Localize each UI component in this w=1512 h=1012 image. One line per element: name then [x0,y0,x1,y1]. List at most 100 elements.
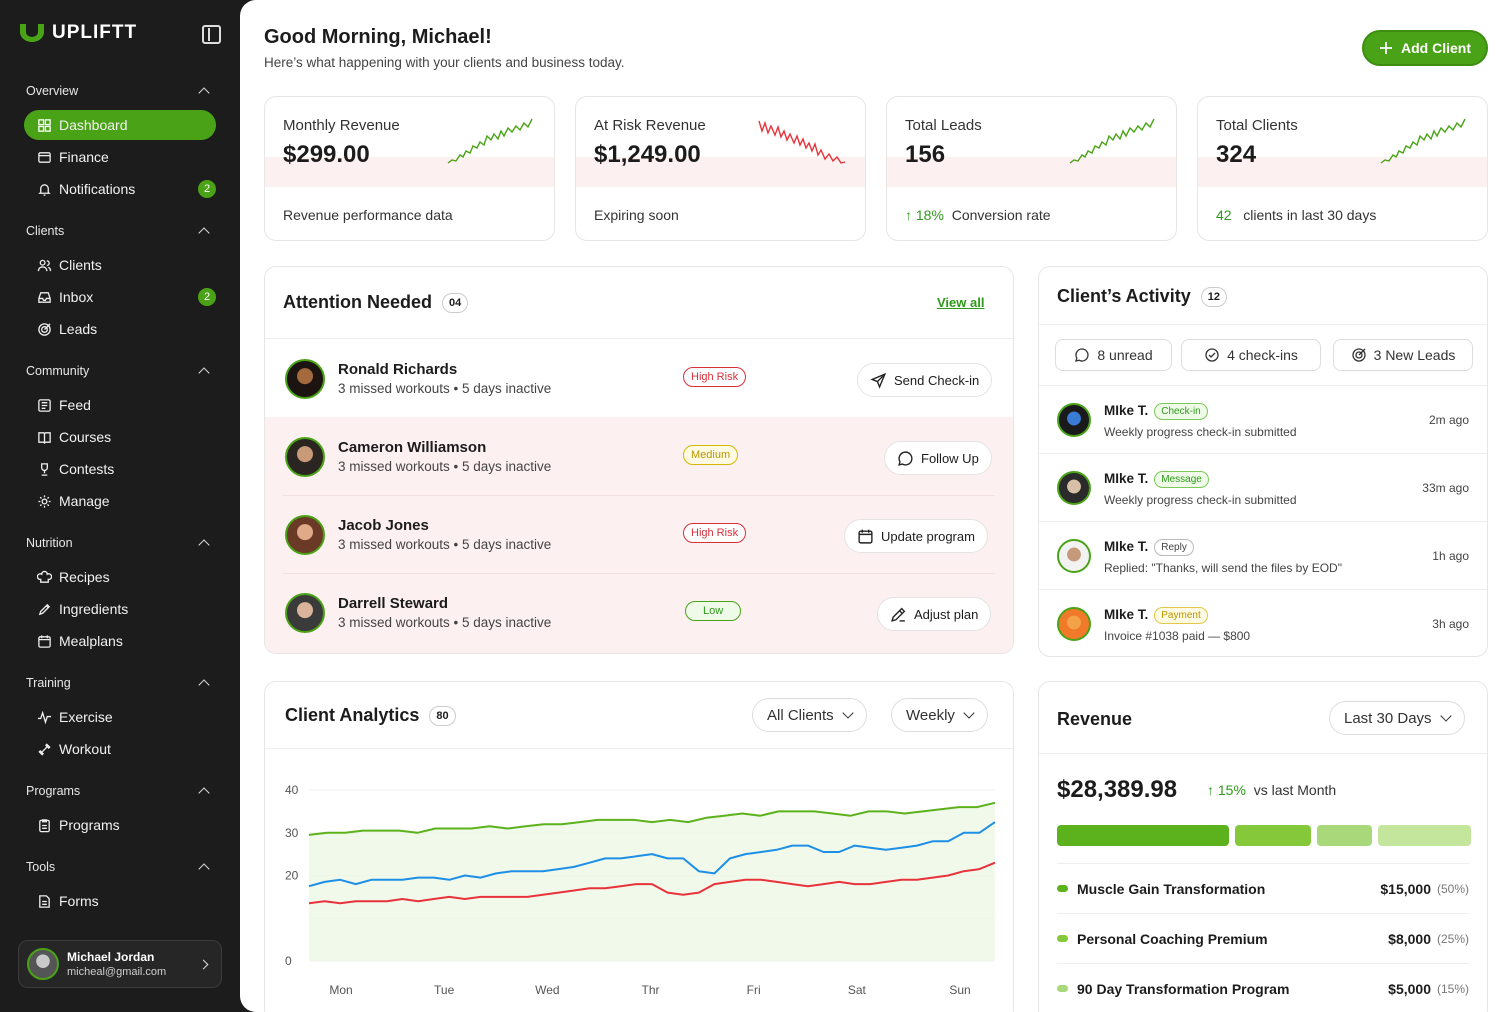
chef-hat-icon [37,570,52,585]
revenue-segment-bar [1378,825,1471,846]
brand-name: UPLIFTT [52,22,138,43]
revenue-period-dropdown[interactable]: Last 30 Days [1329,701,1465,735]
filter-unread[interactable]: 8 unread [1055,339,1172,371]
sidebar-item-ingredients[interactable]: Ingredients [24,594,216,624]
chevron-right-icon [198,959,209,970]
stat-card-at-risk-revenue[interactable]: At Risk Revenue $1,249.00 Expiring soon [575,96,866,241]
sidebar-item-feed[interactable]: Feed [24,390,216,420]
activity-title-text: Client’s Activity [1057,286,1191,306]
card-band [887,157,1176,187]
add-client-button[interactable]: Add Client [1362,30,1488,66]
sidebar-item-recipes[interactable]: Recipes [24,562,216,592]
client-status: 3 missed workouts • 5 days inactive [338,459,552,474]
stat-footer-text: Conversion rate [951,207,1051,223]
filter-new-leads[interactable]: 3 New Leads [1333,339,1473,371]
activity-name: MIke T. Payment [1104,607,1208,624]
client-name: Darrell Steward [338,595,449,612]
section-overview[interactable]: Overview [26,84,79,98]
activity-tag: Payment [1154,607,1208,624]
grid-icon [37,118,52,133]
chevron-up-icon[interactable] [198,87,210,99]
series-line [308,821,996,888]
chevron-up-icon[interactable] [198,539,210,551]
client-filter-dropdown[interactable]: All Clients [752,698,867,732]
divider [1039,753,1487,754]
sidebar: UPLIFTT Overview Dashboard Finance Notif… [0,0,240,1012]
clipboard-icon [37,818,52,833]
attention-row[interactable]: Darrell Steward 3 missed workouts • 5 da… [265,573,1013,653]
sidebar-item-inbox[interactable]: Inbox 2 [24,282,216,312]
adjust-plan-button[interactable]: Adjust plan [877,597,992,631]
sidebar-item-workout[interactable]: Workout [24,734,216,764]
sidebar-item-label: Clients [59,257,102,273]
section-training[interactable]: Training [26,676,71,690]
stat-card-total-leads[interactable]: Total Leads 156 ↑ 18% Conversion rate [886,96,1177,241]
dropdown-value: Weekly [906,706,955,724]
update-program-button[interactable]: Update program [844,519,988,553]
y-tick-label: 0 [285,954,292,968]
card-band [265,157,554,187]
sidebar-item-exercise[interactable]: Exercise [24,702,216,732]
activity-desc: Replied: "Thanks, will send the files by… [1104,561,1342,575]
attention-row[interactable]: Jacob Jones 3 missed workouts • 5 days i… [265,495,1013,573]
collapse-sidebar-icon[interactable] [202,25,221,44]
revenue-item[interactable]: 90 Day Transformation Program $5,000 (15… [1057,963,1469,1012]
sidebar-item-mealplans[interactable]: Mealplans [24,626,216,656]
client-status: 3 missed workouts • 5 days inactive [338,615,552,630]
chevron-up-icon[interactable] [198,367,210,379]
stat-footer: Revenue performance data [283,207,453,223]
section-tools[interactable]: Tools [26,860,56,874]
sidebar-item-clients[interactable]: Clients [24,250,216,280]
chevron-up-icon[interactable] [198,679,210,691]
brand-logo[interactable]: UPLIFTT [18,22,137,44]
x-tick-label: Mon [329,983,352,997]
revenue-item-name: 90 Day Transformation Program [1077,980,1290,997]
action-label: Update program [881,528,975,544]
chat-icon [1075,348,1089,362]
avatar [1057,403,1091,437]
section-nutrition[interactable]: Nutrition [26,536,73,550]
sidebar-item-label: Exercise [59,709,113,725]
wallet-icon [37,150,52,165]
follow-up-button[interactable]: Follow Up [884,441,992,475]
sidebar-item-contests[interactable]: Contests [24,454,216,484]
revenue-title: Revenue [1057,709,1133,729]
send-check-in-button[interactable]: Send Check-in [857,363,993,397]
sidebar-item-manage[interactable]: Manage [24,486,216,516]
activity-row[interactable]: MIke T. Payment Invoice #1038 paid — $800… [1039,589,1487,656]
attention-row[interactable]: Cameron Williamson 3 missed workouts • 5… [265,417,1013,495]
sidebar-item-forms[interactable]: Forms [24,886,216,916]
section-programs[interactable]: Programs [26,784,81,798]
filter-check-ins[interactable]: 4 check-ins [1181,339,1321,371]
stat-value: $299.00 [283,141,370,168]
activity-name: MIke T. Message [1104,471,1209,488]
chevron-up-icon[interactable] [198,227,210,239]
sidebar-item-dashboard[interactable]: Dashboard [24,110,216,140]
stat-footer: 42 clients in last 30 days [1216,207,1376,223]
sidebar-item-label: Workout [59,741,111,757]
stat-card-total-clients[interactable]: Total Clients 324 42 clients in last 30 … [1197,96,1488,241]
user-profile[interactable]: Michael Jordan micheal@gmail.com [18,940,222,988]
chevron-up-icon[interactable] [198,863,210,875]
sidebar-item-leads[interactable]: Leads [24,314,216,344]
document-icon [37,894,52,909]
stat-card-monthly-revenue[interactable]: Monthly Revenue $299.00 Revenue performa… [264,96,555,241]
sidebar-item-finance[interactable]: Finance [24,142,216,172]
activity-row[interactable]: MIke T. Message Weekly progress check-in … [1039,453,1487,521]
sidebar-item-notifications[interactable]: Notifications 2 [24,174,216,204]
sidebar-item-courses[interactable]: Courses [24,422,216,452]
section-clients[interactable]: Clients [26,224,65,238]
section-community[interactable]: Community [26,364,90,378]
attention-count: 04 [442,293,469,314]
sidebar-item-programs[interactable]: Programs [24,810,216,840]
view-all-link[interactable]: View all [937,295,985,310]
activity-row[interactable]: MIke T. Check-in Weekly progress check-in… [1039,385,1487,453]
avatar [27,948,59,980]
activity-row[interactable]: MIke T. Reply Replied: "Thanks, will send… [1039,521,1487,589]
chevron-up-icon[interactable] [198,787,210,799]
revenue-item[interactable]: Personal Coaching Premium $8,000 (25%) [1057,913,1469,963]
revenue-item[interactable]: Muscle Gain Transformation $15,000 (50%) [1057,863,1469,913]
attention-row[interactable]: Ronald Richards 3 missed workouts • 5 da… [265,339,1013,417]
period-filter-dropdown[interactable]: Weekly [891,698,988,732]
dropdown-value: Last 30 Days [1344,709,1432,727]
